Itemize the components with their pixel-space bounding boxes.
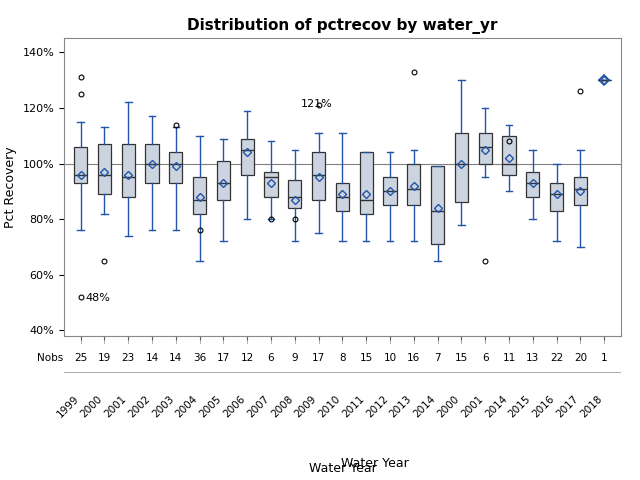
Title: Distribution of pctrecov by water_yr: Distribution of pctrecov by water_yr [187,18,498,34]
Text: 6: 6 [482,353,488,362]
PathPatch shape [479,133,492,164]
Text: 2017: 2017 [555,394,580,420]
Text: 2008: 2008 [269,394,295,419]
Text: 10: 10 [383,353,397,362]
Text: 2009: 2009 [293,394,319,419]
PathPatch shape [98,144,111,194]
Text: 2012: 2012 [364,394,390,420]
PathPatch shape [502,136,515,175]
Text: 2003: 2003 [150,394,176,419]
Text: 36: 36 [193,353,206,362]
Text: 23: 23 [122,353,135,362]
Text: 2010: 2010 [317,394,342,419]
Text: 2000: 2000 [436,394,461,419]
Text: 2002: 2002 [127,394,152,419]
PathPatch shape [360,153,372,214]
Text: 2014: 2014 [412,394,438,420]
Text: 8: 8 [339,353,346,362]
Text: 2007: 2007 [245,394,271,419]
Text: 2005: 2005 [198,394,223,419]
PathPatch shape [241,139,254,175]
PathPatch shape [170,153,182,183]
Text: 2000: 2000 [79,394,104,419]
Text: 7: 7 [435,353,441,362]
PathPatch shape [431,167,444,244]
Text: 2001: 2001 [460,394,485,419]
Text: 48%: 48% [85,293,110,303]
Text: Water Year: Water Year [308,462,376,475]
PathPatch shape [312,153,325,200]
PathPatch shape [122,144,135,197]
Text: 2018: 2018 [579,394,604,420]
Text: 2006: 2006 [221,394,247,419]
PathPatch shape [145,144,159,183]
PathPatch shape [264,172,278,197]
Text: 2014: 2014 [483,394,509,420]
PathPatch shape [288,180,301,208]
Text: 16: 16 [407,353,420,362]
PathPatch shape [74,147,87,183]
PathPatch shape [407,164,420,205]
PathPatch shape [193,178,206,214]
Text: 13: 13 [526,353,540,362]
Text: 6: 6 [268,353,275,362]
Text: 1: 1 [601,353,607,362]
Text: 121%: 121% [301,99,333,109]
Text: 2011: 2011 [340,394,366,420]
Text: 20: 20 [574,353,587,362]
Text: 22: 22 [550,353,563,362]
Text: 2004: 2004 [174,394,200,419]
Text: 2001: 2001 [102,394,128,419]
Text: 15: 15 [360,353,373,362]
Text: 2016: 2016 [531,394,557,420]
PathPatch shape [336,183,349,211]
Text: 2015: 2015 [507,394,532,420]
Text: 12: 12 [241,353,254,362]
Text: Nobs: Nobs [37,353,63,362]
Text: 14: 14 [169,353,182,362]
PathPatch shape [574,178,587,205]
Text: 14: 14 [145,353,159,362]
Text: 17: 17 [312,353,325,362]
PathPatch shape [217,161,230,200]
PathPatch shape [526,172,540,197]
Text: 15: 15 [455,353,468,362]
Text: 1999: 1999 [55,394,81,420]
Text: 17: 17 [217,353,230,362]
Y-axis label: Pct Recovery: Pct Recovery [4,146,17,228]
Text: Water Year: Water Year [340,457,408,470]
Text: 25: 25 [74,353,87,362]
Text: 11: 11 [502,353,516,362]
Text: 9: 9 [291,353,298,362]
PathPatch shape [383,178,397,205]
PathPatch shape [455,133,468,203]
Text: 2013: 2013 [388,394,414,420]
PathPatch shape [550,183,563,211]
Text: 19: 19 [98,353,111,362]
